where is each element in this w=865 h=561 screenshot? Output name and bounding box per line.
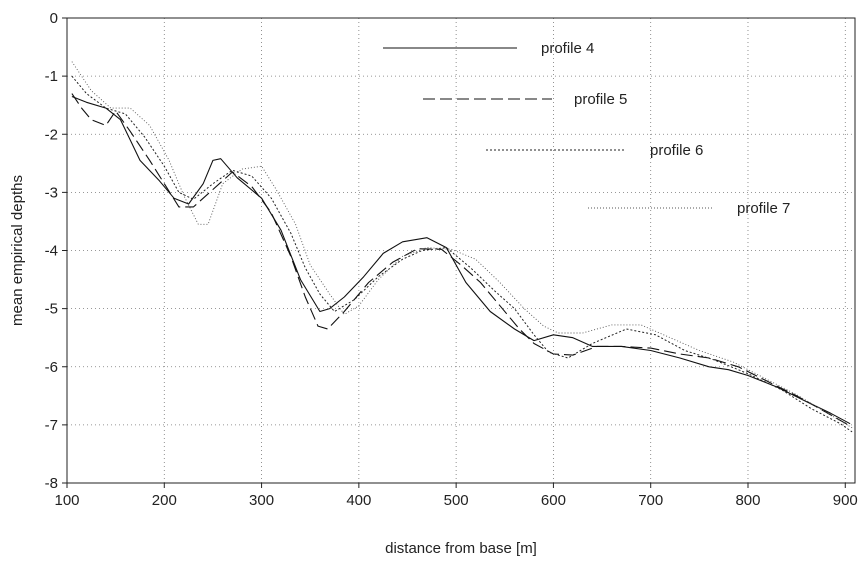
y-tick-label: -7 <box>45 417 58 434</box>
y-tick-label: -6 <box>45 359 58 376</box>
legend-label: profile 7 <box>737 200 790 217</box>
x-tick-label: 200 <box>152 492 177 509</box>
y-tick-label: -4 <box>45 243 58 260</box>
legend-label: profile 6 <box>650 142 703 159</box>
series-line-5 <box>71 93 851 427</box>
x-tick-label: 700 <box>638 492 663 509</box>
y-tick-label: -3 <box>45 184 58 201</box>
series-line-7 <box>71 61 853 429</box>
x-tick-label: 100 <box>54 492 79 509</box>
x-tick-label: 900 <box>833 492 858 509</box>
series-line-6 <box>71 75 853 433</box>
y-tick-labels: 0 -1 -2 -3 -4 -5 -6 -7 -8 <box>45 10 67 492</box>
x-tick-label: 300 <box>249 492 274 509</box>
series-layer <box>71 61 853 433</box>
x-tick-label: 400 <box>346 492 371 509</box>
plot-frame <box>66 17 856 484</box>
y-axis-label: mean empirical depths <box>9 175 26 326</box>
legend-label: profile 4 <box>541 40 594 57</box>
y-tick-label: -2 <box>45 126 58 143</box>
y-tick-label: -8 <box>45 475 58 492</box>
y-tick-label: -5 <box>45 301 58 318</box>
y-tick-label: 0 <box>50 10 58 27</box>
x-tick-labels: 100 200 300 400 500 600 700 800 900 <box>54 483 858 509</box>
y-tick-label: -1 <box>45 68 58 85</box>
x-tick-label: 500 <box>444 492 469 509</box>
series-line-4 <box>71 95 851 425</box>
x-tick-label: 600 <box>541 492 566 509</box>
x-tick-label: 800 <box>735 492 760 509</box>
legend-label: profile 5 <box>574 91 627 108</box>
legend: profile 4 profile 5 profile 6 profile 7 <box>383 40 790 217</box>
x-axis-label: distance from base [m] <box>385 540 537 557</box>
grid <box>66 17 855 484</box>
